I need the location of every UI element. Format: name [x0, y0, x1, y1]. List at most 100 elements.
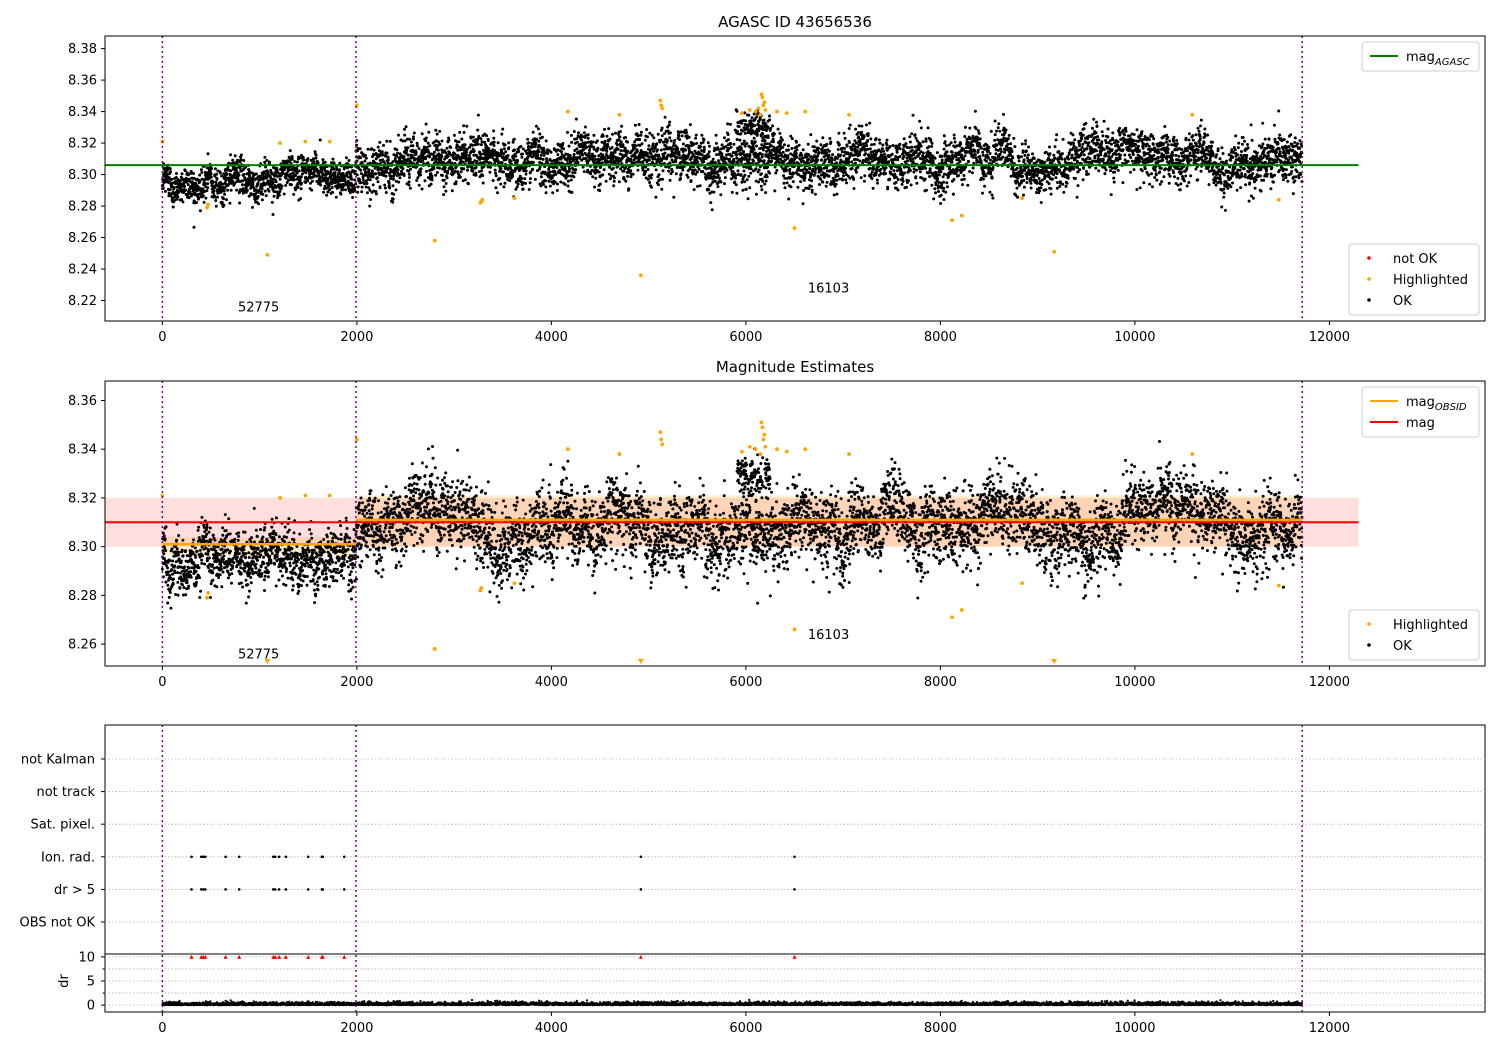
ok-point	[470, 167, 474, 171]
ok-point	[942, 180, 946, 184]
ok-point	[1007, 133, 1011, 137]
ok-point	[218, 171, 222, 175]
ok-point	[869, 137, 873, 141]
ok-point	[1022, 185, 1026, 189]
ok-point	[501, 127, 505, 131]
ok-point	[659, 148, 663, 152]
ok-point	[234, 166, 238, 170]
ok-point	[310, 179, 314, 183]
ok-point	[164, 175, 168, 179]
ok-point	[1022, 193, 1025, 197]
ok-point	[229, 169, 233, 173]
ok-point	[471, 143, 475, 147]
ok-point	[1035, 174, 1039, 177]
ok-point	[239, 153, 243, 157]
ok-point	[546, 152, 550, 155]
ok-point	[650, 133, 654, 137]
ok-point	[848, 123, 852, 127]
ok-point	[295, 171, 299, 175]
ok-point	[743, 173, 747, 177]
ok-point	[739, 173, 743, 177]
ok-point	[817, 151, 821, 154]
ok-point	[547, 179, 551, 183]
ok-point	[732, 142, 736, 146]
ok-point	[923, 177, 927, 181]
ok-point	[333, 173, 337, 177]
ok-point	[713, 179, 717, 183]
ok-point	[181, 200, 185, 204]
ok-point	[538, 132, 542, 136]
ok-point	[524, 169, 528, 173]
ok-point	[256, 195, 260, 198]
ok-point	[939, 193, 943, 197]
ok-point	[687, 135, 691, 139]
ok-point	[401, 139, 405, 143]
ok-point	[692, 142, 696, 146]
ok-point	[568, 167, 571, 171]
ok-point	[773, 189, 777, 193]
ok-point	[385, 170, 389, 174]
ok-point	[777, 161, 781, 165]
ok-point	[468, 157, 472, 161]
ok-point	[749, 171, 753, 175]
ok-point	[265, 159, 269, 162]
ok-point	[374, 192, 378, 196]
ok-point	[785, 181, 789, 185]
ok-point	[264, 165, 268, 169]
ok-point	[424, 139, 428, 143]
ok-point	[984, 174, 988, 178]
ok-point	[434, 128, 438, 132]
ok-point	[242, 159, 246, 162]
ok-point	[610, 146, 614, 149]
ok-point	[635, 149, 639, 153]
ok-point	[754, 167, 758, 171]
ok-point	[350, 165, 353, 169]
ok-point	[410, 154, 414, 158]
ok-point	[403, 127, 406, 131]
ok-point	[169, 170, 172, 174]
ok-point	[368, 178, 372, 182]
ok-point	[314, 156, 318, 160]
ok-point	[376, 180, 380, 184]
ok-point	[955, 144, 959, 148]
ok-point	[294, 188, 297, 192]
ok-point	[993, 156, 997, 160]
ok-point	[708, 144, 711, 148]
ok-point	[677, 153, 681, 157]
ok-point	[271, 185, 275, 189]
ok-point	[1021, 149, 1025, 153]
ok-point	[180, 198, 184, 202]
ok-point	[419, 167, 423, 171]
ok-point	[945, 150, 949, 154]
ok-point	[768, 171, 772, 175]
ok-point	[283, 165, 287, 169]
ok-point	[858, 140, 862, 144]
ok-point	[702, 145, 706, 149]
ok-point	[1025, 177, 1029, 180]
ok-point	[263, 160, 267, 164]
ok-point	[499, 167, 503, 171]
ok-point	[163, 189, 167, 193]
ok-point	[309, 158, 313, 162]
ok-point	[179, 175, 183, 179]
ok-point	[461, 160, 465, 164]
ok-point	[324, 176, 328, 180]
ok-point	[896, 188, 900, 192]
ok-point	[533, 177, 537, 181]
ok-point	[616, 147, 620, 151]
ok-point	[952, 192, 955, 196]
ok-point	[371, 183, 375, 187]
ok-point	[443, 170, 447, 174]
ok-point	[996, 138, 1000, 142]
ok-point	[476, 142, 480, 146]
ok-point	[734, 183, 738, 187]
ok-point	[420, 187, 424, 191]
ok-point	[953, 140, 957, 144]
ok-point	[904, 142, 908, 146]
ok-point	[385, 139, 389, 143]
ok-point	[346, 175, 350, 179]
ok-point	[740, 180, 744, 184]
ok-point	[556, 153, 560, 157]
ok-point	[474, 166, 478, 169]
ok-point	[536, 127, 540, 131]
